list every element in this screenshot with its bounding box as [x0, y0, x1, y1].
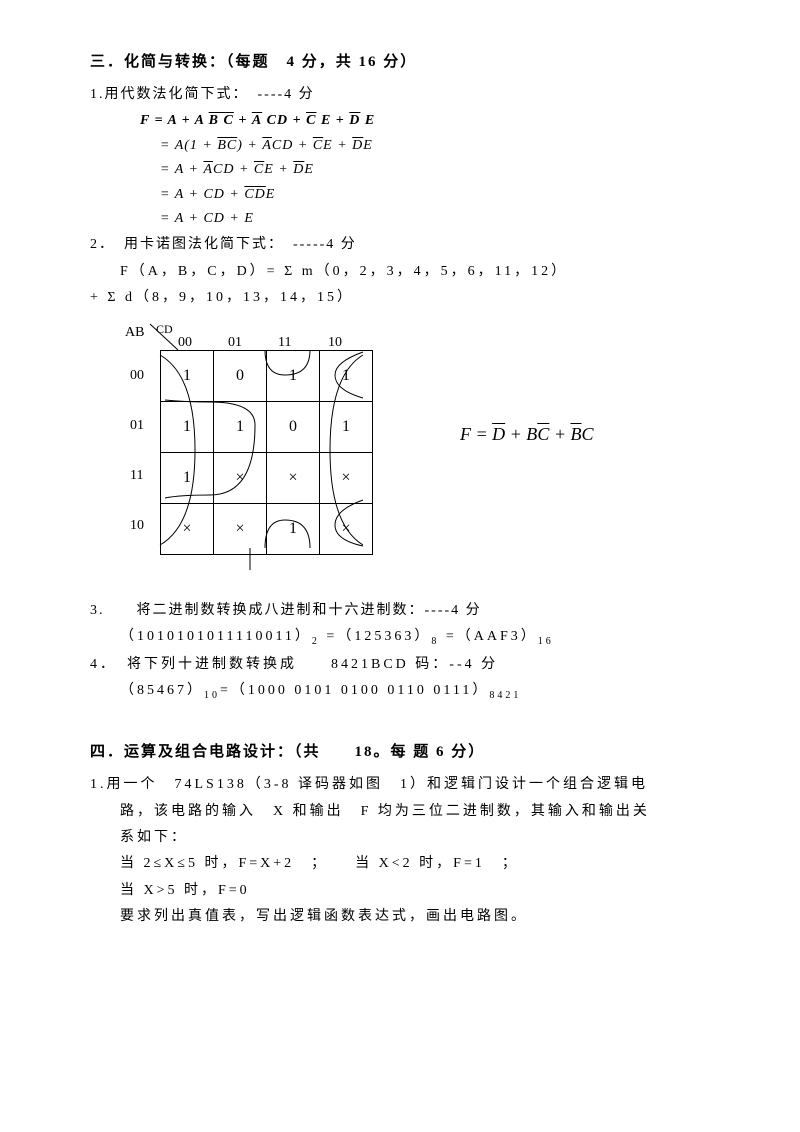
p3a: （1010101011110011）	[120, 629, 312, 644]
s4p1-l3: 系如下：	[120, 827, 710, 849]
f-eq: F = A + A	[140, 113, 209, 128]
cell-01-00: 1	[161, 401, 214, 452]
s4p1-l5: 当 X>5 时，F=0	[120, 880, 710, 902]
cell-00-01: 0	[214, 350, 267, 401]
cell-00-00: 1	[161, 350, 214, 401]
rc2: C	[581, 424, 593, 444]
p1-line5: = A + CD + E	[160, 208, 710, 230]
p4-expr: （85467）10=（1000 0101 0100 0110 0111）8421	[120, 680, 710, 704]
l3-c: C	[254, 159, 264, 181]
row-00: 00	[130, 365, 144, 387]
p4a: （85467）	[120, 683, 204, 698]
row-11: 11	[130, 465, 143, 487]
row-01: 01	[130, 415, 144, 437]
l4-pre: = A + CD +	[160, 187, 244, 202]
s4p1-l4: 当 2≤X≤5 时，F=X+2 ； 当 X<2 时，F=1 ；	[120, 853, 710, 875]
cd-label: CD	[156, 320, 173, 339]
s4p1-l6: 要求列出真值表，写出逻辑函数表达式，画出电路图。	[120, 906, 710, 928]
p2-expr1: F（A，B，C，D）= Σ m（0，2，3，4，5，6，11，12）	[120, 261, 710, 283]
l2-e2: E	[363, 138, 373, 153]
cell-01-10: 1	[320, 401, 373, 452]
cell-00-11: 1	[267, 350, 320, 401]
cell-01-11: 0	[267, 401, 320, 452]
p3s2: 2	[312, 636, 320, 647]
cell-10-00: ×	[161, 503, 214, 554]
l4-cd: CD	[244, 184, 265, 206]
p3c: =（AAF3）	[439, 629, 537, 644]
l2-pre: = A(1 +	[160, 138, 217, 153]
l3-cd: CD +	[213, 162, 254, 177]
p1-line4: = A + CD + CDE	[160, 184, 710, 206]
cell-11-10: ×	[320, 452, 373, 503]
p1-line1: F = A + A B C + A CD + C E + D E	[140, 110, 710, 132]
l3-e2: E	[304, 162, 314, 177]
l3-e1: E +	[264, 162, 293, 177]
a-bar: A	[252, 110, 262, 132]
l3-d: D	[293, 159, 304, 181]
section3-title: 三．化简与转换：（每题 4 分，共 16 分）	[90, 50, 710, 74]
rc: C	[537, 420, 549, 449]
cell-10-11: 1	[267, 503, 320, 554]
cell-01-01: 1	[214, 401, 267, 452]
rf: F =	[460, 424, 492, 444]
p1-prompt: 1.用代数法化简下式： ----4 分	[90, 84, 710, 106]
c-bar: C	[306, 110, 316, 132]
rp2: +	[549, 424, 570, 444]
cell-00-10: 1	[320, 350, 373, 401]
e-tail: E	[360, 113, 375, 128]
row-10: 10	[130, 515, 144, 537]
l2-c: C	[313, 135, 323, 157]
kmap-table: 1 0 1 1 1 1 0 1 1 × × × × × 1 ×	[160, 350, 373, 555]
cell-11-00: 1	[161, 452, 214, 503]
cell-10-10: ×	[320, 503, 373, 554]
p3b: =（125363）	[320, 629, 431, 644]
cell-11-11: ×	[267, 452, 320, 503]
p4-prompt: 4． 将下列十进制数转换成 8421BCD 码：--4 分	[90, 654, 710, 676]
p3s16: 16	[538, 636, 554, 647]
l2-a: A	[262, 135, 272, 157]
l3-pre: = A +	[160, 162, 203, 177]
plus: +	[234, 113, 252, 128]
p4b: =（1000 0101 0100 0110 0111）	[220, 683, 489, 698]
l2-mid: ) +	[237, 138, 262, 153]
p1-line3: = A + ACD + CE + DE	[160, 159, 710, 181]
s4p1-l1: 1.用一个 74LS138（3-8 译码器如图 1）和逻辑门设计一个组合逻辑电	[90, 774, 710, 796]
kmap: AB CD 00 01 11 10 00 01 11 10 1 0 1 1 1 …	[120, 320, 710, 580]
p4s8421: 8421	[489, 690, 521, 701]
rb: B	[570, 420, 581, 449]
rd: D	[492, 420, 505, 449]
p3-prompt: 3. 将二进制数转换成八进制和十六进制数：----4 分	[90, 600, 710, 622]
ab-label: AB	[125, 322, 144, 344]
l3-a: A	[203, 159, 213, 181]
section4-title: 四．运算及组合电路设计：（共 18。每 题 6 分）	[90, 740, 710, 764]
l4-e: E	[266, 187, 276, 202]
l2-e1: E +	[323, 138, 352, 153]
p2-prompt: 2． 用卡诺图法化简下式： -----4 分	[90, 234, 710, 256]
p2-expr2: + Σ d（8，9，10，13，14，15）	[90, 287, 710, 309]
p3-expr: （1010101011110011）2 =（125363）8 =（AAF3）16	[120, 626, 710, 650]
p1-line2: = A(1 + BC) + ACD + CE + DE	[160, 135, 710, 157]
l2-bc: BC	[217, 135, 237, 157]
bc-bar: B C	[209, 110, 234, 132]
e-plus: E +	[316, 113, 349, 128]
cd-plus: CD +	[262, 113, 306, 128]
result-formula: F = D + BC + BC	[460, 420, 594, 449]
l2-d: D	[352, 135, 363, 157]
d-bar: D	[349, 110, 360, 132]
p4s10: 10	[204, 690, 220, 701]
cell-11-01: ×	[214, 452, 267, 503]
cell-10-01: ×	[214, 503, 267, 554]
l2-cd: CD +	[272, 138, 313, 153]
s4p1-l2: 路，该电路的输入 X 和输出 F 均为三位二进制数，其输入和输出关	[120, 801, 710, 823]
rp1: + B	[505, 424, 537, 444]
